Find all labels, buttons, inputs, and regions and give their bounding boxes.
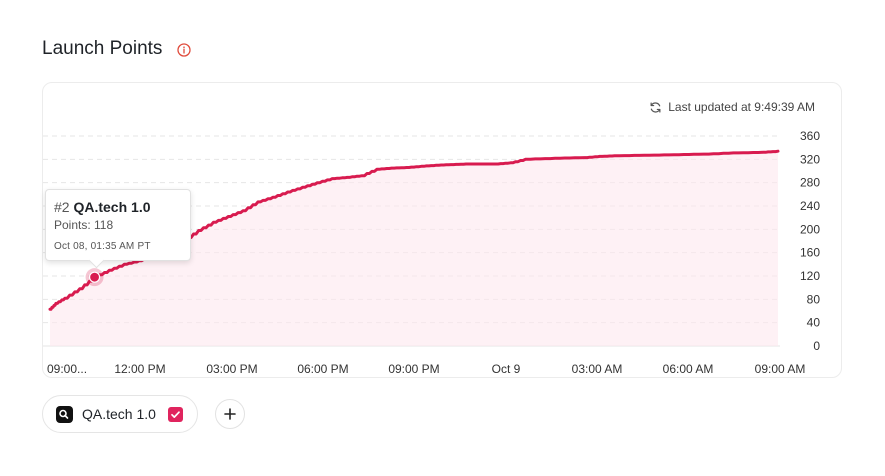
series-area-qa-tech (50, 151, 778, 346)
x-tick-label: 09:00... (47, 362, 87, 376)
tooltip-rank: #2 (54, 199, 70, 215)
x-tick-label: 09:00 PM (388, 362, 439, 376)
tooltip-name: QA.tech 1.0 (73, 199, 151, 215)
y-tick-label: 120 (800, 269, 820, 283)
x-tick-label: 06:00 PM (297, 362, 348, 376)
y-tick-label: 0 (813, 339, 820, 353)
x-tick-label: Oct 9 (492, 362, 521, 376)
x-tick-label: 03:00 AM (572, 362, 623, 376)
launch-points-chart: 0 40 80 120 160 200 240 280 320 360 09:00... 12:00 … (43, 129, 821, 376)
chart-tooltip: #2 QA.tech 1.0 Points: 118 Oct 08, 01:35… (45, 189, 191, 261)
x-tick-label: 12:00 PM (114, 362, 165, 376)
y-tick-label: 160 (800, 246, 820, 260)
y-tick-label: 320 (800, 152, 820, 166)
tooltip-date: Oct 08, 01:35 AM PT (54, 241, 151, 252)
y-tick-label: 240 (800, 199, 820, 213)
x-tick-label: 09:00 AM (755, 362, 806, 376)
tooltip-points: Points: 118 (54, 218, 114, 232)
last-updated: Last updated at 9:49:39 AM (649, 100, 815, 114)
y-tick-label: 200 (800, 222, 820, 236)
qa-tech-logo-icon (56, 405, 73, 423)
add-series-button[interactable] (215, 399, 245, 429)
chart-card: Last updated at 9:49:39 AM 0 40 80 120 160 20… (42, 82, 842, 378)
y-tick-label: 40 (807, 316, 821, 330)
y-tick-label: 80 (807, 292, 821, 306)
y-tick-label: 360 (800, 129, 820, 143)
y-tick-label: 280 (800, 176, 820, 190)
highlight-point (88, 271, 101, 283)
series-chip-qa-tech[interactable]: QA.tech 1.0 (42, 395, 198, 433)
refresh-icon[interactable] (649, 101, 662, 114)
last-updated-text: Last updated at 9:49:39 AM (668, 100, 815, 114)
x-tick-label: 03:00 PM (206, 362, 257, 376)
x-tick-label: 06:00 AM (663, 362, 714, 376)
page-title: Launch Points (42, 38, 163, 59)
checkbox-checked-icon[interactable] (167, 406, 183, 422)
info-icon[interactable] (177, 43, 191, 57)
plus-icon (224, 408, 236, 420)
series-chip-label: QA.tech 1.0 (82, 406, 156, 422)
